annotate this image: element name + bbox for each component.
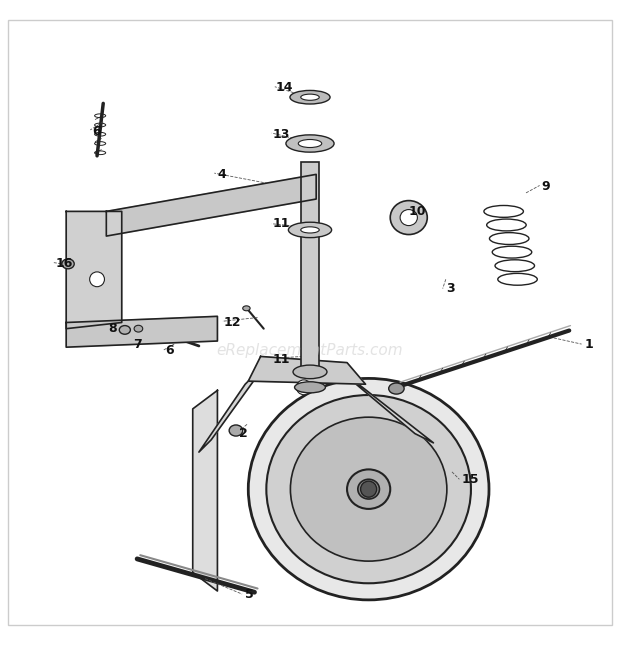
Ellipse shape (301, 227, 319, 233)
Text: 12: 12 (224, 316, 241, 329)
Ellipse shape (286, 135, 334, 152)
Text: 11: 11 (273, 353, 290, 366)
Text: 2: 2 (239, 427, 248, 440)
Polygon shape (106, 174, 316, 236)
Text: 13: 13 (273, 128, 290, 141)
Ellipse shape (290, 90, 330, 104)
Ellipse shape (229, 425, 242, 436)
Polygon shape (338, 369, 433, 443)
Text: 11: 11 (273, 217, 290, 230)
Ellipse shape (134, 325, 143, 332)
Ellipse shape (62, 259, 74, 269)
Ellipse shape (248, 379, 489, 600)
Ellipse shape (267, 395, 471, 583)
Ellipse shape (347, 470, 390, 509)
Text: 7: 7 (133, 337, 141, 351)
Ellipse shape (298, 139, 322, 148)
Polygon shape (66, 316, 218, 347)
Polygon shape (193, 390, 218, 591)
Polygon shape (199, 362, 267, 452)
Text: 15: 15 (461, 473, 479, 486)
Ellipse shape (389, 383, 404, 394)
Text: eReplacementParts.com: eReplacementParts.com (216, 342, 404, 358)
Ellipse shape (288, 222, 332, 237)
Ellipse shape (290, 417, 447, 561)
Ellipse shape (400, 210, 417, 226)
Text: 16: 16 (56, 257, 73, 270)
Circle shape (296, 380, 311, 395)
Text: 8: 8 (108, 322, 117, 335)
Text: 3: 3 (446, 282, 454, 295)
Circle shape (90, 272, 104, 286)
Bar (301, 162, 319, 372)
Ellipse shape (390, 201, 427, 235)
Ellipse shape (293, 365, 327, 379)
Text: 4: 4 (218, 168, 226, 181)
Text: 10: 10 (409, 205, 427, 218)
Ellipse shape (242, 306, 250, 311)
Text: 5: 5 (245, 588, 254, 600)
Polygon shape (248, 357, 366, 384)
Ellipse shape (119, 326, 130, 334)
Text: 6: 6 (93, 124, 101, 137)
Text: 9: 9 (541, 180, 550, 194)
Text: 6: 6 (165, 344, 174, 357)
Ellipse shape (358, 479, 379, 499)
Polygon shape (66, 212, 122, 329)
Text: 1: 1 (585, 337, 593, 351)
Ellipse shape (301, 94, 319, 101)
Circle shape (361, 481, 377, 497)
Ellipse shape (294, 382, 326, 393)
Text: 14: 14 (276, 81, 293, 94)
